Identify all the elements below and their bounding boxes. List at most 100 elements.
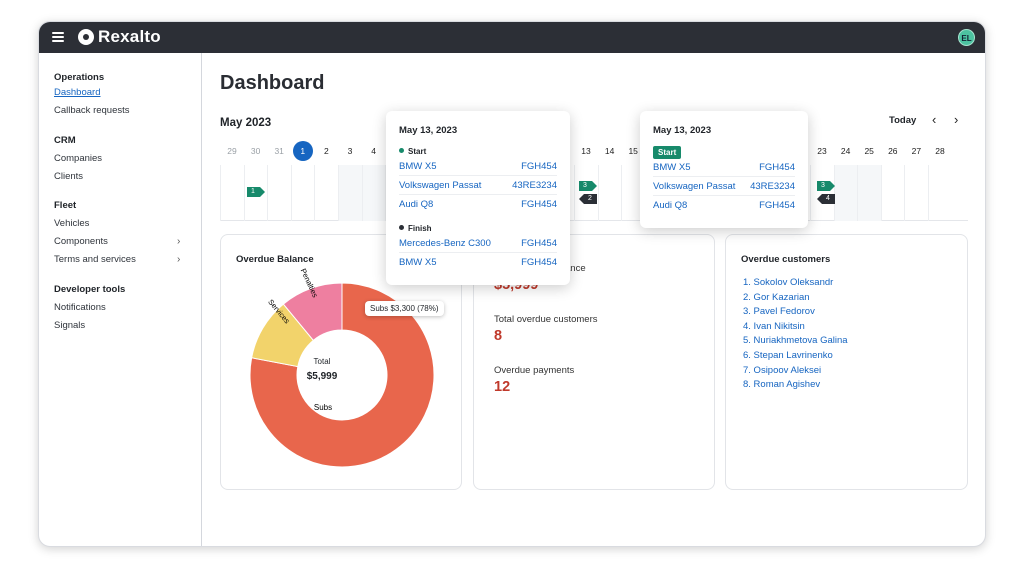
calendar-cell[interactable] <box>290 165 315 221</box>
vehicle-row[interactable]: BMW X5 FGH454 <box>399 257 557 268</box>
sidebar-item-notifications[interactable]: Notifications <box>54 302 106 313</box>
vehicle-row[interactable]: Audi Q8 FGH454 <box>399 199 557 210</box>
calendar-day[interactable]: 25 <box>864 146 874 156</box>
list-item[interactable]: 6. Stepan Lavrinenko <box>743 349 833 361</box>
event-flag[interactable]: 4 <box>817 194 835 204</box>
chevron-right-icon: › <box>177 254 181 265</box>
sidebar-item-clients[interactable]: Clients <box>54 171 84 182</box>
vehicle-row[interactable]: Volkswagen Passat 43RE3234 <box>653 177 795 196</box>
card-title: Overdue Balance <box>236 254 314 265</box>
app-window: Rexalto EL Operations Dashboard Callback… <box>38 21 986 547</box>
finish-section-label: Finish <box>399 224 432 233</box>
vehicle-row[interactable]: Mercedes-Benz C300 FGH454 <box>399 234 557 253</box>
calendar-day[interactable]: 15 <box>628 146 638 156</box>
list-item[interactable]: 7. Osipoov Aleksei <box>743 364 822 376</box>
calendar-cell[interactable] <box>314 165 338 221</box>
calendar-cell[interactable] <box>621 165 645 221</box>
calendar-cell[interactable] <box>574 165 598 221</box>
sidebar-item-companies[interactable]: Companies <box>54 153 103 164</box>
calendar-cell[interactable] <box>338 165 362 221</box>
vehicle-row[interactable]: BMW X5 FGH454 <box>399 157 557 176</box>
calendar-day[interactable]: 30 <box>250 146 261 156</box>
calendar-day[interactable]: 27 <box>911 146 922 156</box>
calendar-day[interactable]: 24 <box>840 146 851 156</box>
calendar-day[interactable]: 4 <box>371 146 376 156</box>
payments-value: 12 <box>494 379 511 395</box>
segment-label-subs: Subs <box>314 403 332 412</box>
chart-tooltip: Subs $3,300 (78%) <box>365 301 444 316</box>
start-section-label: Start <box>399 147 426 156</box>
calendar-day[interactable]: 23 <box>817 146 827 156</box>
nav-heading: Operations <box>54 72 105 83</box>
calendar-cell[interactable] <box>243 165 268 221</box>
payments-label: Overdue payments <box>494 365 575 376</box>
list-item[interactable]: 1. Sokolov Oleksandr <box>743 277 834 288</box>
calendar-cell[interactable] <box>385 165 409 221</box>
calendar-day[interactable]: 26 <box>888 146 898 156</box>
event-flag[interactable]: 2 <box>579 194 597 204</box>
logo-icon <box>78 29 94 45</box>
app-name: Rexalto <box>98 27 161 46</box>
sidebar-item-callback-requests[interactable]: Callback requests <box>54 105 130 116</box>
nav-group-operations: Operations Dashboard Callback requests <box>54 72 130 116</box>
calendar-cell[interactable] <box>220 165 244 221</box>
calendar-cell[interactable] <box>597 165 622 221</box>
popup-date: May 13, 2023 <box>399 125 458 136</box>
balance-label: ance <box>565 263 586 274</box>
calendar-day[interactable]: 29 <box>227 146 237 156</box>
vehicle-row[interactable]: BMW X5 FGH454 <box>653 158 795 177</box>
calendar-cell[interactable] <box>928 165 952 221</box>
calendar-day[interactable]: 2 <box>324 146 329 156</box>
calendar-day[interactable]: 13 <box>581 146 591 156</box>
calendar-day[interactable]: 3 <box>347 146 353 156</box>
today-button[interactable]: Today <box>889 115 917 126</box>
calendar-cell[interactable] <box>904 165 928 221</box>
sidebar-item-dashboard[interactable]: Dashboard <box>54 87 101 98</box>
top-bar: Rexalto EL <box>39 22 985 53</box>
avatar[interactable]: EL <box>958 29 975 46</box>
calendar-cell[interactable] <box>880 165 905 221</box>
customer-list: 1. Sokolov Oleksandr 2. Gor Kazarian 3. … <box>743 277 848 394</box>
overdue-customers-card: Overdue customers 1. Sokolov Oleksandr 2… <box>725 234 968 490</box>
list-item[interactable]: 3. Pavel Fedorov <box>743 306 815 318</box>
donut-segment-subs[interactable] <box>249 282 435 468</box>
event-flag[interactable]: 1 <box>247 187 265 197</box>
list-item[interactable]: 4. Ivan Nikitsin <box>743 320 805 332</box>
vehicle-row[interactable]: Audi Q8 FGH454 <box>653 200 795 211</box>
calendar-day[interactable]: 28 <box>935 146 945 156</box>
calendar-days: 2930311234567891011121314151617181920212… <box>220 141 968 161</box>
main-content: Dashboard May 2023 Today ‹ › 29303112345… <box>203 53 985 546</box>
event-flag[interactable]: 3 <box>817 181 835 191</box>
sidebar: Operations Dashboard Callback requests C… <box>39 53 202 546</box>
sidebar-item-signals[interactable]: Signals <box>54 320 86 331</box>
event-flag[interactable]: 3 <box>579 181 597 191</box>
start-dot-icon <box>399 148 404 153</box>
donut-total-label: Total <box>313 357 331 366</box>
chevron-right-icon: › <box>177 236 181 247</box>
calendar-cell[interactable] <box>361 165 386 221</box>
list-item[interactable]: 5. Nuriakhmetova Galina <box>743 335 848 347</box>
calendar-day[interactable]: 14 <box>604 146 615 156</box>
menu-icon[interactable] <box>52 32 64 42</box>
sidebar-item-components[interactable]: Components › <box>54 236 180 247</box>
list-item[interactable]: 8. Roman Agishev <box>743 379 821 391</box>
calendar-day[interactable]: 31 <box>274 146 284 156</box>
list-item[interactable]: 2. Gor Kazarian <box>743 291 810 303</box>
sidebar-item-vehicles[interactable]: Vehicles <box>54 218 90 229</box>
calendar-cell[interactable] <box>833 165 858 221</box>
vehicle-row[interactable]: Volkswagen Passat 43RE3234 <box>399 176 557 195</box>
customers-label: Total overdue customers <box>494 314 598 325</box>
donut-segment-penalties[interactable] <box>282 282 343 342</box>
calendar-day[interactable]: 1 <box>292 141 313 161</box>
sidebar-item-terms-and-services[interactable]: Terms and services › <box>54 254 180 265</box>
calendar-cell[interactable] <box>810 165 834 221</box>
calendar-cell[interactable] <box>857 165 881 221</box>
donut-total-value: $5,999 <box>306 371 338 382</box>
calendar-cell[interactable] <box>267 165 291 221</box>
chevron-right-icon[interactable]: › <box>954 112 959 127</box>
nav-heading: Fleet <box>54 200 77 211</box>
calendar-month: May 2023 <box>220 117 272 129</box>
chevron-left-icon[interactable]: ‹ <box>932 112 937 127</box>
card-title: Overdue customers <box>741 254 831 265</box>
donut-chart: Subs Services Penalties <box>249 267 435 468</box>
